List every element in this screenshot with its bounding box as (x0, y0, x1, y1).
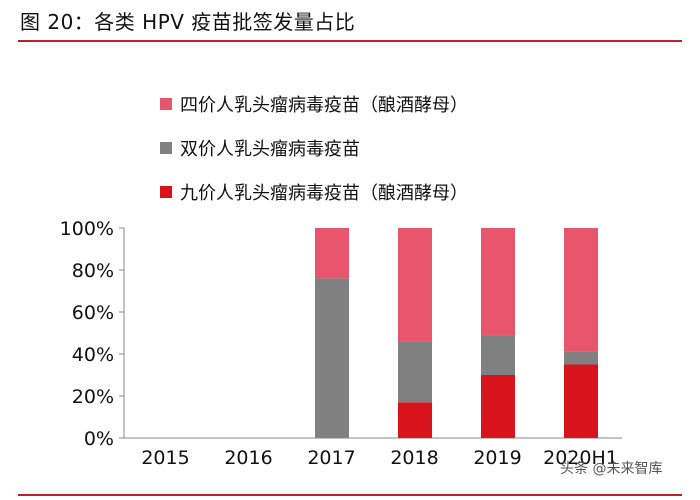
y-tick-label: 0% (84, 428, 114, 450)
x-tick-label: 2019 (473, 447, 521, 469)
bar-segment-2018-s0 (398, 402, 432, 438)
bar-segment-2018-s1 (398, 341, 432, 403)
bar-segment-2019-s0 (481, 375, 515, 438)
x-tick-label: 2017 (307, 447, 355, 469)
y-tick-label: 100% (60, 218, 114, 240)
bar-segment-2020H1-s0 (564, 364, 598, 438)
legend-swatch-quadrivalent (160, 98, 172, 110)
bar-segment-2018-s2 (398, 228, 432, 342)
legend-item-quadrivalent: 四价人乳头瘤病毒疫苗（酿酒酵母） (160, 82, 468, 126)
x-tick-label: 2015 (141, 447, 189, 469)
x-tick-label: 2020H1 (543, 447, 618, 469)
x-tick-label: 2018 (390, 447, 438, 469)
x-tick-label: 2016 (224, 447, 272, 469)
bar-segment-2017-s1 (315, 278, 349, 438)
legend: 四价人乳头瘤病毒疫苗（酿酒酵母） 双价人乳头瘤病毒疫苗 九价人乳头瘤病毒疫苗（酿… (160, 82, 468, 214)
legend-swatch-nonavalent (160, 186, 172, 198)
legend-label-quadrivalent: 四价人乳头瘤病毒疫苗（酿酒酵母） (180, 95, 468, 116)
chart-title: 图 20：各类 HPV 疫苗批签发量占比 (20, 10, 356, 34)
legend-label-bivalent: 双价人乳头瘤病毒疫苗 (180, 139, 360, 160)
bar-segment-2020H1-s1 (564, 351, 598, 365)
legend-swatch-bivalent (160, 142, 172, 154)
bar-segment-2019-s1 (481, 335, 515, 375)
legend-item-nonavalent: 九价人乳头瘤病毒疫苗（酿酒酵母） (160, 170, 468, 214)
y-tick-label: 80% (72, 260, 114, 282)
bar-segment-2020H1-s2 (564, 228, 598, 352)
legend-label-nonavalent: 九价人乳头瘤病毒疫苗（酿酒酵母） (180, 183, 468, 204)
legend-item-bivalent: 双价人乳头瘤病毒疫苗 (160, 126, 468, 170)
title-rule (18, 40, 682, 42)
bottom-rule (18, 494, 682, 496)
bar-segment-2019-s2 (481, 228, 515, 336)
watermark: 头条 @未来智库 (560, 461, 663, 477)
bar-segment-2017-s2 (315, 228, 349, 279)
y-tick-label: 40% (72, 344, 114, 366)
y-tick-label: 60% (72, 302, 114, 324)
y-tick-label: 20% (72, 386, 114, 408)
